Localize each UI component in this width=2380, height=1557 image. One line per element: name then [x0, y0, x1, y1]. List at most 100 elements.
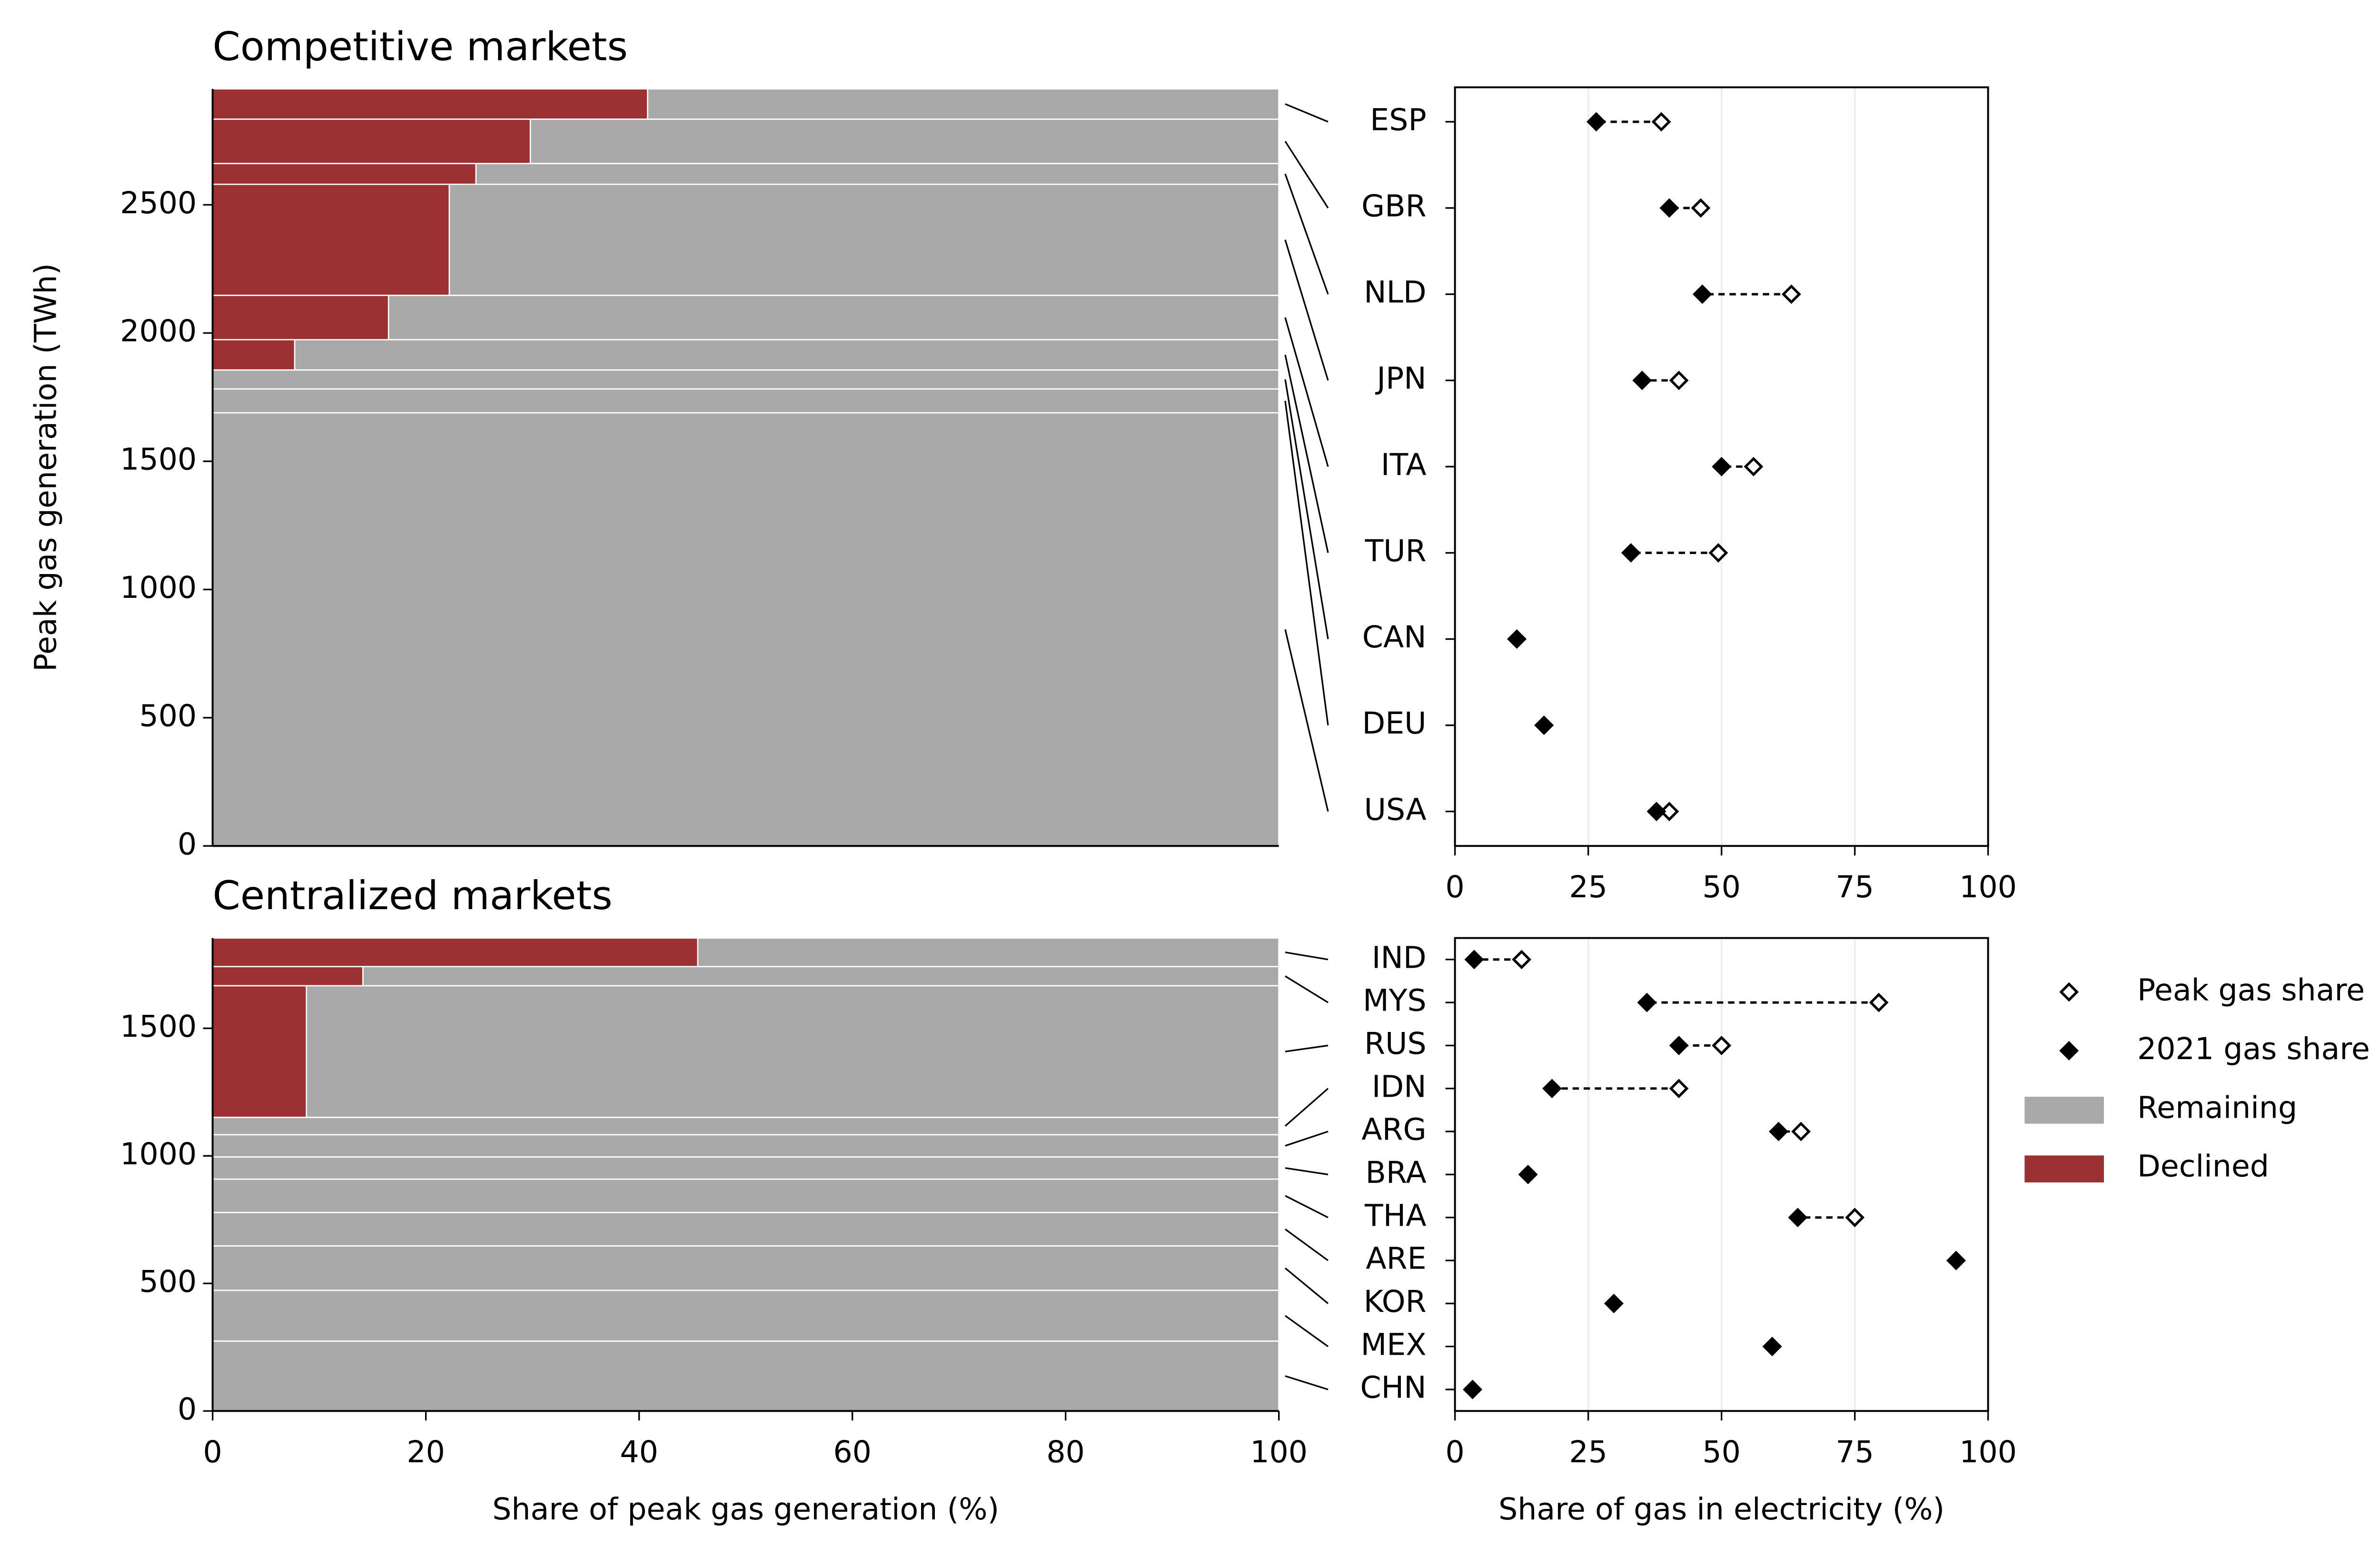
connector — [1284, 355, 1329, 553]
x-tick-label: 100 — [1959, 1434, 2017, 1469]
peak-marker — [1869, 992, 1889, 1012]
category-label: MYS — [1363, 983, 1427, 1018]
peak-marker — [1744, 456, 1764, 476]
current-marker — [1632, 370, 1652, 390]
x-tick-label: 100 — [1250, 1434, 1308, 1469]
segment — [212, 1117, 1279, 1136]
current-marker — [1712, 456, 1732, 476]
segment — [212, 1211, 1279, 1247]
segment — [212, 88, 648, 120]
category-label: TUR — [1365, 533, 1427, 568]
segment — [212, 163, 477, 185]
segment — [212, 985, 307, 1118]
x-tick-label: 100 — [1959, 869, 2017, 904]
connector — [1284, 141, 1329, 208]
legend-label: Remaining — [2137, 1090, 2297, 1125]
current-marker — [1646, 802, 1666, 822]
segment — [212, 183, 450, 296]
connector — [1285, 1315, 1329, 1348]
segment — [212, 369, 1279, 390]
current-marker — [1669, 1035, 1689, 1055]
legend-marker — [2059, 982, 2079, 1002]
legend-label: 2021 gas share — [2137, 1031, 2370, 1066]
legend-label: Peak gas share — [2137, 972, 2365, 1008]
x-tick-label: 50 — [1702, 1434, 1741, 1469]
peak-marker — [1708, 543, 1728, 563]
segment — [212, 937, 699, 967]
segment — [212, 966, 364, 987]
category-label: IND — [1372, 940, 1427, 975]
category-label: DEU — [1362, 705, 1427, 741]
peak-marker — [1659, 802, 1679, 822]
connector — [1284, 379, 1329, 639]
x-tick-label: 75 — [1835, 869, 1874, 904]
segment — [212, 412, 1279, 847]
connector — [1285, 1131, 1329, 1147]
current-marker — [1604, 1293, 1624, 1313]
segment — [212, 1134, 1279, 1158]
category-label: USA — [1364, 792, 1427, 827]
legend-label: Declined — [2137, 1149, 2269, 1184]
segment — [212, 1289, 1279, 1342]
category-label: BRA — [1365, 1155, 1426, 1190]
category-label: RUS — [1364, 1026, 1427, 1061]
segment — [212, 388, 1279, 414]
legend-swatch — [2024, 1097, 2104, 1124]
segment — [212, 1178, 1279, 1213]
connector — [1284, 239, 1329, 381]
current-marker — [1788, 1208, 1808, 1228]
x-tick-label: 50 — [1702, 869, 1741, 904]
connector — [1285, 103, 1329, 123]
peak-marker — [1845, 1208, 1865, 1228]
current-marker — [1518, 1164, 1538, 1184]
connector — [1284, 400, 1329, 725]
y-tick-label: 500 — [139, 698, 197, 733]
segment — [448, 183, 1279, 296]
category-label: ARG — [1361, 1112, 1426, 1147]
category-label: KOR — [1364, 1284, 1427, 1319]
segment — [697, 937, 1279, 967]
connector — [1285, 951, 1329, 961]
current-marker — [1542, 1079, 1562, 1099]
x-tick-label: 0 — [203, 1434, 222, 1469]
category-label: IDN — [1372, 1069, 1427, 1104]
connector — [1284, 629, 1329, 812]
segment — [387, 295, 1279, 340]
category-label: ESP — [1370, 102, 1426, 137]
legend-marker — [2059, 1041, 2079, 1061]
x-tick-label: 75 — [1835, 1434, 1874, 1469]
connector — [1285, 1167, 1329, 1176]
current-marker — [1769, 1121, 1788, 1141]
x-tick-label: 60 — [833, 1434, 872, 1469]
current-marker — [1587, 112, 1606, 132]
x-tick-label: 80 — [1046, 1434, 1085, 1469]
legend-swatch — [2024, 1155, 2104, 1183]
x-axis-label: Share of gas in electricity (%) — [1498, 1491, 1944, 1527]
peak-marker — [1512, 950, 1532, 970]
peak-marker — [1651, 112, 1671, 132]
current-marker — [1463, 1379, 1483, 1399]
peak-marker — [1691, 198, 1711, 218]
category-label: ITA — [1381, 447, 1427, 482]
current-marker — [1946, 1250, 1966, 1270]
y-tick-label: 1500 — [120, 442, 197, 477]
category-label: ARE — [1366, 1241, 1426, 1276]
connector — [1284, 1088, 1329, 1127]
segment — [362, 966, 1279, 987]
x-tick-label: 25 — [1569, 1434, 1607, 1469]
connector — [1284, 317, 1329, 467]
y-tick-label: 1500 — [120, 1009, 197, 1044]
x-tick-label: 20 — [407, 1434, 445, 1469]
peak-marker — [1669, 1079, 1689, 1099]
connector — [1284, 1267, 1329, 1304]
y-tick-label: 1000 — [120, 1136, 197, 1171]
y-tick-label: 2500 — [120, 185, 197, 220]
segment — [212, 118, 531, 164]
segment — [294, 339, 1279, 371]
current-marker — [1692, 284, 1712, 304]
category-label: NLD — [1364, 275, 1426, 310]
x-tick-label: 40 — [620, 1434, 658, 1469]
connector — [1285, 1044, 1329, 1052]
y-tick-label: 1000 — [120, 570, 197, 605]
current-marker — [1637, 992, 1657, 1012]
